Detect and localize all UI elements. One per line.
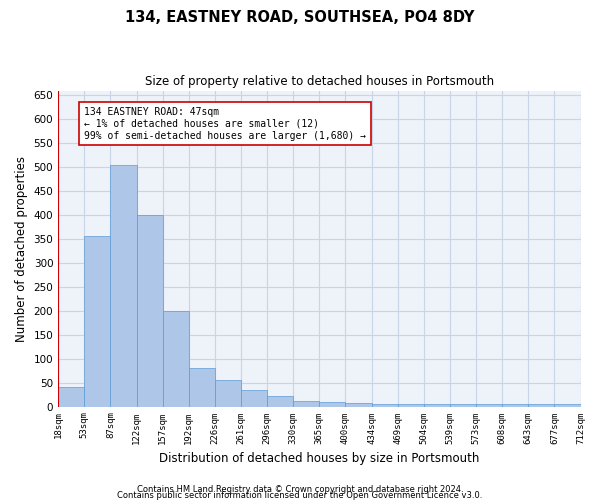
Bar: [110, 165, 137, 406]
Bar: [476, 404, 502, 406]
Bar: [58, 388, 84, 406]
Bar: [398, 404, 424, 406]
Bar: [346, 402, 371, 406]
Text: Contains public sector information licensed under the Open Government Licence v3: Contains public sector information licen…: [118, 490, 482, 500]
Bar: [424, 404, 450, 406]
Text: 134, EASTNEY ROAD, SOUTHSEA, PO4 8DY: 134, EASTNEY ROAD, SOUTHSEA, PO4 8DY: [125, 10, 475, 25]
Bar: [450, 404, 476, 406]
Bar: [502, 404, 528, 406]
Bar: [84, 236, 110, 406]
Bar: [267, 396, 293, 406]
Text: 134 EASTNEY ROAD: 47sqm
← 1% of detached houses are smaller (12)
99% of semi-det: 134 EASTNEY ROAD: 47sqm ← 1% of detached…: [84, 108, 366, 140]
Bar: [371, 404, 398, 406]
Title: Size of property relative to detached houses in Portsmouth: Size of property relative to detached ho…: [145, 75, 494, 88]
Bar: [241, 390, 267, 406]
Bar: [137, 215, 163, 406]
Bar: [554, 404, 581, 406]
Text: Contains HM Land Registry data © Crown copyright and database right 2024.: Contains HM Land Registry data © Crown c…: [137, 484, 463, 494]
Bar: [163, 311, 189, 406]
Bar: [215, 380, 241, 406]
Bar: [319, 402, 346, 406]
Bar: [293, 401, 319, 406]
Bar: [528, 404, 554, 406]
X-axis label: Distribution of detached houses by size in Portsmouth: Distribution of detached houses by size …: [159, 452, 479, 465]
Y-axis label: Number of detached properties: Number of detached properties: [15, 156, 28, 342]
Bar: [189, 368, 215, 406]
